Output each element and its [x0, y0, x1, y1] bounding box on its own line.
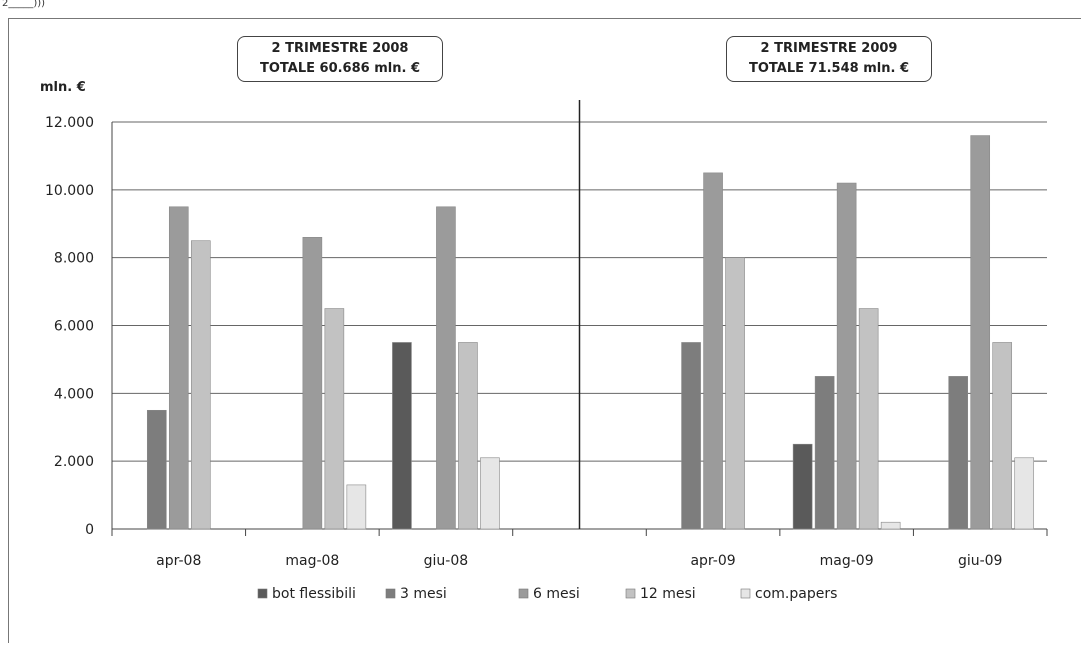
y-unit-label: mln. €: [40, 80, 86, 95]
y-tick-label: 10.000: [45, 183, 94, 199]
x-tick-label: apr-08: [156, 553, 201, 569]
y-tick-label: 0: [85, 522, 94, 538]
bar: [681, 342, 701, 530]
legend-swatch: [518, 588, 529, 599]
x-tick-label: mag-09: [820, 553, 874, 569]
bar: [948, 376, 969, 530]
trimestre-2008-box: 2 TRIMESTRE 2008 TOTALE 60.686 mln. €: [237, 36, 443, 82]
y-tick-label: 4.000: [54, 386, 94, 402]
trimestre-2008-total: TOTALE 60.686 mln. €: [260, 61, 420, 76]
legend-label: bot flessibili: [272, 586, 356, 602]
bar: [703, 172, 723, 530]
legend-swatch: [385, 588, 396, 599]
bar: [324, 308, 345, 530]
y-tick-label: 8.000: [54, 251, 94, 267]
bar: [725, 257, 745, 530]
x-tick-label: mag-08: [285, 553, 339, 569]
corner-label: 2_____))): [2, 0, 46, 9]
bar: [836, 182, 857, 530]
y-tick-label: 2.000: [54, 454, 94, 470]
bar: [970, 135, 991, 530]
legend-label: 12 mesi: [640, 586, 696, 602]
x-tick-label: giu-09: [958, 553, 1003, 569]
legend-swatch: [625, 588, 636, 599]
trimestre-2008-title: 2 TRIMESTRE 2008: [271, 41, 409, 56]
trimestre-2009-box: 2 TRIMESTRE 2009 TOTALE 71.548 mln. €: [726, 36, 932, 82]
bar: [458, 342, 478, 530]
x-tick-label: apr-09: [690, 553, 735, 569]
bar: [392, 342, 412, 530]
y-tick-label: 12.000: [45, 115, 94, 131]
y-tick-label: 6.000: [54, 319, 94, 335]
legend-swatch: [257, 588, 268, 599]
x-tick-label: giu-08: [424, 553, 469, 569]
bar: [880, 521, 901, 530]
legend-label: 6 mesi: [533, 586, 580, 602]
bar: [792, 443, 813, 530]
bar: [146, 409, 167, 530]
legend-label: 3 mesi: [400, 586, 447, 602]
chart-frame: [8, 18, 1081, 643]
trimestre-2009-total: TOTALE 71.548 mln. €: [749, 61, 909, 76]
bar: [346, 484, 367, 530]
bar: [168, 206, 189, 530]
trimestre-2009-title: 2 TRIMESTRE 2009: [760, 41, 898, 56]
bar: [814, 376, 835, 530]
legend-label: com.papers: [755, 586, 837, 602]
bar: [1014, 457, 1035, 530]
bar: [190, 240, 211, 530]
bar: [858, 308, 879, 530]
legend-swatch: [740, 588, 751, 599]
bar: [436, 206, 456, 530]
bar: [480, 457, 500, 530]
bar: [992, 342, 1013, 530]
bar: [302, 237, 323, 530]
